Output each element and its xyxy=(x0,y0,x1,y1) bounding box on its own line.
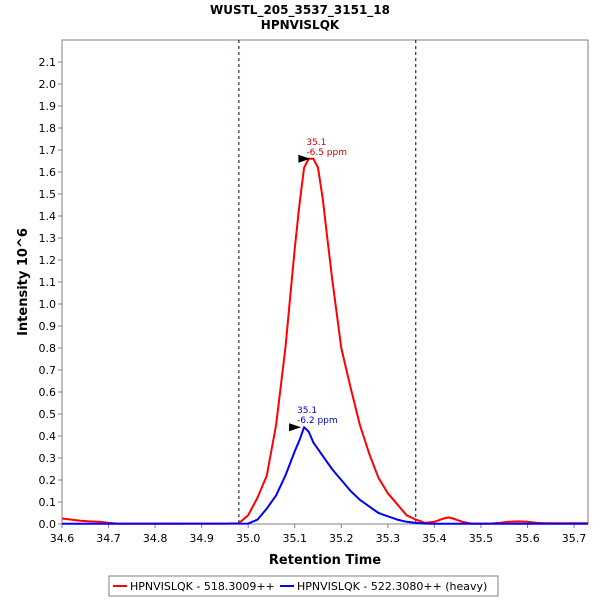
series-layer xyxy=(61,157,588,525)
peak-marker-arrow xyxy=(289,423,302,432)
y-tick-label: 1.6 xyxy=(39,166,57,179)
y-tick-label: 1.8 xyxy=(39,122,57,135)
y-tick-label: 0.1 xyxy=(39,496,57,509)
y-tick-label: 1.1 xyxy=(39,276,57,289)
peak-rt-label: 35.1 xyxy=(306,138,326,148)
legend-label-heavy: HPNVISLQK - 522.3080++ (heavy) xyxy=(297,580,487,593)
chart-subtitle: HPNVISLQK xyxy=(261,18,340,32)
legend-label-light: HPNVISLQK - 518.3009++ xyxy=(130,580,275,593)
y-tick-label: 0.3 xyxy=(39,452,57,465)
y-tick-label: 0.0 xyxy=(39,518,57,531)
peak-ppm-label: -6.2 ppm xyxy=(297,416,338,426)
y-tick-label: 1.4 xyxy=(39,210,57,223)
x-tick-label: 35.4 xyxy=(422,532,447,545)
x-tick-label: 34.6 xyxy=(50,532,75,545)
x-tick-label: 35.7 xyxy=(562,532,587,545)
y-tick-label: 1.5 xyxy=(39,188,57,201)
y-axis-label: Intensity 10^6 xyxy=(16,228,31,336)
x-tick-label: 35.2 xyxy=(329,532,354,545)
y-tick-label: 0.7 xyxy=(39,364,57,377)
legend: HPNVISLQK - 518.3009++ HPNVISLQK - 522.3… xyxy=(108,575,499,597)
x-tick-label: 35.5 xyxy=(469,532,494,545)
y-tick-label: 1.9 xyxy=(39,100,57,113)
chart-title: WUSTL_205_3537_3151_18 xyxy=(210,3,390,18)
y-tick-label: 1.2 xyxy=(39,254,57,267)
x-tick-label: 35.1 xyxy=(282,532,307,545)
x-axis-ticks: 34.6 34.7 34.8 34.9 35.0 35.1 35.2 35.3 35.4 35.5… xyxy=(50,524,587,545)
peak-marker-arrow xyxy=(298,154,311,163)
integration-boundaries xyxy=(238,40,417,524)
y-tick-label: 2.1 xyxy=(39,56,57,69)
y-tick-label: 0.5 xyxy=(39,408,57,421)
y-tick-label: 1.3 xyxy=(39,232,57,245)
y-tick-label: 2.0 xyxy=(39,78,57,91)
y-tick-label: 0.8 xyxy=(39,342,57,355)
plot-area xyxy=(61,39,589,525)
legend-box xyxy=(108,575,499,597)
y-axis-ticks: 0.0 0.1 0.2 0.3 0.4 0.5 0.6 0.7 0.8 0.9 1.0 1.1 1.2 1… xyxy=(39,56,62,531)
x-tick-label: 35.6 xyxy=(515,532,540,545)
y-tick-label: 0.6 xyxy=(39,386,57,399)
x-axis-label: Retention Time xyxy=(269,553,381,568)
y-tick-label: 1.0 xyxy=(39,298,57,311)
y-tick-label: 0.2 xyxy=(39,474,57,487)
x-tick-label: 34.7 xyxy=(96,532,121,545)
series-line-heavy xyxy=(62,426,588,525)
y-tick-label: 0.9 xyxy=(39,320,57,333)
x-tick-label: 35.0 xyxy=(236,532,261,545)
peak-ppm-label: -6.5 ppm xyxy=(306,148,347,158)
y-tick-label: 0.4 xyxy=(39,430,57,443)
x-tick-label: 35.3 xyxy=(376,532,401,545)
x-tick-label: 34.8 xyxy=(143,532,168,545)
y-tick-label: 1.7 xyxy=(39,144,57,157)
x-tick-label: 34.9 xyxy=(189,532,214,545)
peak-rt-label: 35.1 xyxy=(297,406,317,416)
